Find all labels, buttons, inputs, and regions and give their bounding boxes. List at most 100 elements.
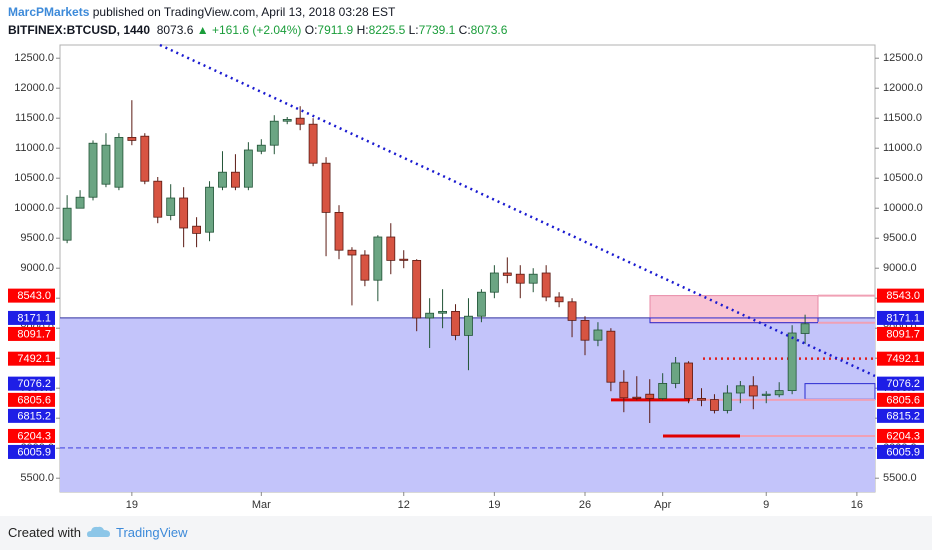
candle-body bbox=[243, 149, 253, 188]
l-value: 7739.1 bbox=[418, 23, 456, 37]
y-tick-label: 12500.0 bbox=[883, 52, 923, 64]
y-tick-label: 12500.0 bbox=[14, 52, 54, 64]
c-label: C: bbox=[458, 23, 471, 37]
candle-body bbox=[580, 319, 590, 341]
candle-body bbox=[256, 144, 266, 152]
candle-body bbox=[800, 323, 810, 334]
candle-body bbox=[761, 393, 771, 396]
candle-body bbox=[528, 273, 538, 284]
x-tick-label: 12 bbox=[398, 499, 410, 511]
resistance-zone bbox=[649, 295, 819, 324]
candle-body bbox=[593, 329, 603, 341]
y-tick-label: 11000.0 bbox=[15, 142, 54, 154]
price-tag bbox=[877, 408, 924, 423]
candle-body bbox=[334, 211, 344, 251]
candle-body bbox=[399, 258, 409, 261]
arrow: ▲ bbox=[196, 23, 209, 37]
h-value: 8225.5 bbox=[368, 23, 406, 37]
y-tick-label: 9500.0 bbox=[20, 232, 54, 244]
author[interactable]: MarcPMarkets bbox=[8, 5, 90, 19]
candle-body bbox=[140, 135, 150, 182]
price-tag bbox=[8, 326, 55, 341]
x-tick-label: 26 bbox=[579, 499, 591, 511]
price-tag bbox=[8, 310, 55, 325]
y-tick-label: 10000.0 bbox=[883, 202, 923, 214]
x-tick-label: Mar bbox=[252, 499, 271, 511]
candle-body bbox=[774, 390, 784, 396]
price-tag-label: 8171.1 bbox=[886, 312, 920, 324]
candle-body bbox=[451, 310, 460, 336]
x-tick-label: 19 bbox=[126, 499, 138, 511]
candle-body bbox=[619, 381, 629, 399]
candle-body bbox=[114, 136, 124, 188]
price-tag-label: 6815.2 bbox=[886, 410, 920, 422]
chart: 5500.05500.06000.06000.06500.06500.07000… bbox=[8, 43, 924, 511]
candle-body bbox=[88, 142, 98, 198]
price-tag bbox=[8, 288, 55, 303]
price-tag-label: 8543.0 bbox=[17, 290, 51, 302]
candle-body bbox=[787, 332, 797, 391]
candle-body bbox=[541, 272, 551, 298]
candle-body bbox=[567, 301, 577, 321]
brand[interactable]: TradingView bbox=[116, 525, 188, 540]
candle-body bbox=[127, 136, 137, 141]
candle-body bbox=[489, 272, 499, 293]
candle-body bbox=[554, 296, 564, 303]
price-tag bbox=[877, 392, 924, 407]
candle-body bbox=[75, 196, 85, 209]
y-tick-label: 10500.0 bbox=[14, 172, 54, 184]
x-tick-label: 16 bbox=[851, 499, 863, 511]
candle-body bbox=[412, 259, 422, 319]
candle-body bbox=[722, 392, 732, 411]
candle-body bbox=[192, 225, 202, 234]
y-tick-label: 9500.0 bbox=[883, 232, 917, 244]
y-tick-label: 11500.0 bbox=[883, 112, 922, 124]
y-tick-label: 12000.0 bbox=[883, 82, 923, 94]
candle-body bbox=[684, 362, 693, 399]
candle-body bbox=[632, 396, 642, 399]
candle-body bbox=[515, 273, 525, 284]
candle-body bbox=[179, 197, 189, 229]
price-tag bbox=[877, 288, 924, 303]
candle-body bbox=[308, 123, 318, 164]
y-tick-label: 10500.0 bbox=[883, 172, 923, 184]
candle-body bbox=[464, 315, 473, 336]
candle-body bbox=[269, 120, 279, 146]
zone-box bbox=[649, 317, 819, 324]
y-tick-label: 12000.0 bbox=[14, 82, 54, 94]
price-tag-label: 6005.9 bbox=[886, 446, 920, 458]
price-tag-label: 7076.2 bbox=[17, 378, 51, 390]
price-tag bbox=[8, 444, 55, 459]
header-line-2: BITFINEX:BTCUSD, 1440 8073.6 ▲ +161.6 (+… bbox=[8, 21, 507, 39]
price-tag bbox=[877, 428, 924, 443]
footer: Created with TradingView bbox=[0, 516, 932, 550]
logo-cloud bbox=[87, 526, 110, 537]
candle-body bbox=[101, 144, 111, 185]
candle-body bbox=[671, 362, 681, 384]
price-tag-label: 6805.6 bbox=[17, 394, 51, 406]
price-tag bbox=[877, 310, 924, 325]
last-price: 8073.6 bbox=[156, 23, 194, 37]
candle-body bbox=[425, 312, 435, 319]
y-tick-label: 11000.0 bbox=[883, 142, 922, 154]
price-tag bbox=[8, 428, 55, 443]
support-box bbox=[804, 383, 876, 400]
change: +161.6 (+2.04%) bbox=[211, 23, 302, 37]
logo bbox=[87, 526, 110, 537]
price-tag-label: 6204.3 bbox=[886, 430, 920, 442]
y-tick-label: 9000.0 bbox=[20, 262, 54, 274]
position-zone bbox=[60, 317, 875, 492]
candle-body bbox=[347, 249, 357, 256]
o-label: O: bbox=[304, 23, 318, 37]
header: MarcPMarkets published on TradingView.co… bbox=[8, 3, 507, 39]
candle-body bbox=[697, 397, 706, 401]
price-tag bbox=[877, 351, 924, 366]
candle-body bbox=[386, 236, 396, 261]
price-tag bbox=[877, 444, 924, 459]
candle-body bbox=[502, 272, 512, 276]
price-tag-label: 7492.1 bbox=[886, 353, 920, 365]
candle-body bbox=[658, 382, 668, 399]
x-tick-label: Apr bbox=[654, 499, 671, 511]
candle-body bbox=[748, 385, 758, 397]
